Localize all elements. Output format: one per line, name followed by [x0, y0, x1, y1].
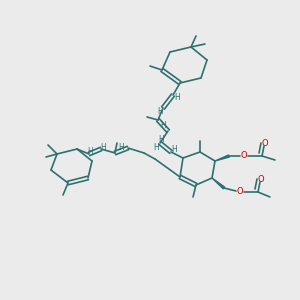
- Text: H: H: [153, 143, 159, 152]
- Text: H: H: [160, 122, 166, 130]
- Text: O: O: [241, 152, 247, 160]
- Text: O: O: [237, 188, 243, 196]
- Text: H: H: [171, 146, 177, 154]
- Text: O: O: [262, 139, 268, 148]
- Text: H: H: [87, 146, 93, 155]
- Polygon shape: [215, 155, 230, 161]
- Text: H: H: [118, 143, 124, 152]
- Text: O: O: [258, 175, 264, 184]
- Text: H: H: [157, 106, 163, 116]
- Text: H: H: [158, 136, 164, 145]
- Text: H: H: [100, 142, 106, 152]
- Text: H: H: [174, 94, 180, 103]
- Polygon shape: [212, 178, 225, 189]
